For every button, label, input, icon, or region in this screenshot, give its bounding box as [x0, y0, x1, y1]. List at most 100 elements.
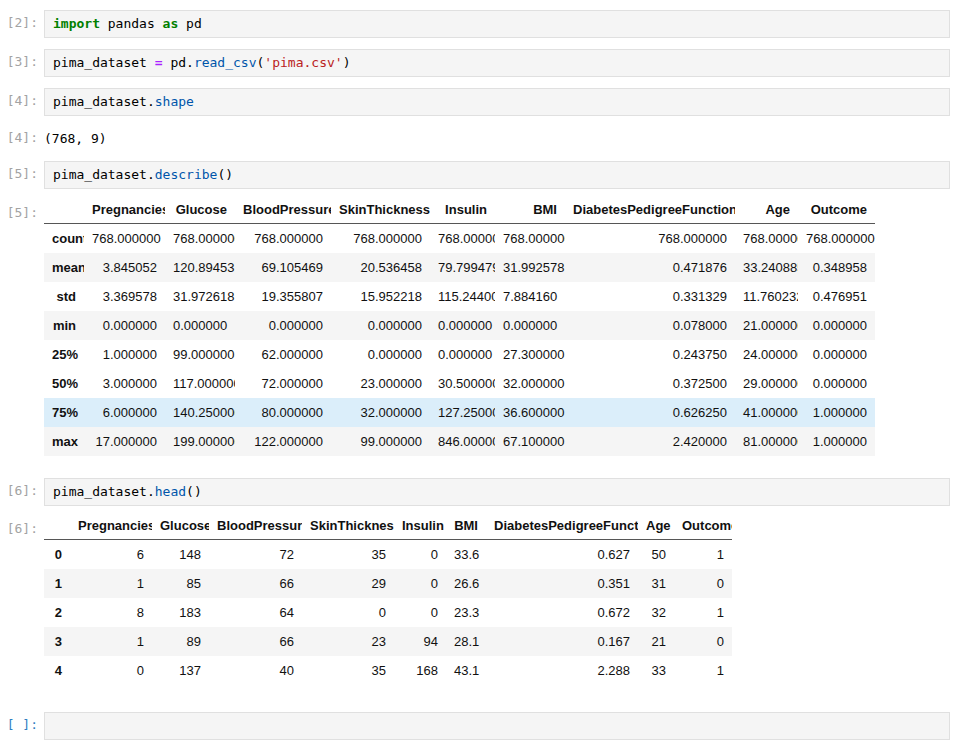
data-cell: 79.799479	[430, 253, 495, 282]
row-index: 4	[44, 656, 70, 685]
data-cell: 846.000000	[430, 427, 495, 456]
data-cell: 41.000000	[735, 398, 798, 427]
table-row: 50%3.000000117.00000072.00000023.0000003…	[44, 369, 875, 398]
data-cell: 80.000000	[235, 398, 331, 427]
column-header: Insulin	[430, 198, 495, 224]
data-cell: 183	[152, 598, 209, 627]
column-header: Pregnancies	[84, 198, 165, 224]
data-cell: 0	[394, 540, 446, 570]
data-cell: 11.760232	[735, 282, 798, 311]
row-index: count	[44, 224, 84, 254]
data-cell: 28.1	[446, 627, 486, 656]
data-cell: 115.244002	[430, 282, 495, 311]
column-header: BloodPressure	[209, 514, 302, 540]
data-cell: 137	[152, 656, 209, 685]
data-cell: 0.000000	[430, 311, 495, 340]
data-cell: 8	[70, 598, 152, 627]
row-index: max	[44, 427, 84, 456]
data-cell: 1.000000	[798, 398, 875, 427]
data-cell: 0.000000	[235, 311, 331, 340]
data-cell: 0.348958	[798, 253, 875, 282]
data-cell: 0.000000	[798, 311, 875, 340]
data-cell: 6	[70, 540, 152, 570]
table-row: 40137403516843.12.288331	[44, 656, 732, 685]
code-token-fn: head	[155, 484, 186, 499]
data-cell: 66	[209, 627, 302, 656]
data-cell: 72.000000	[235, 369, 331, 398]
code-token-fn: describe	[155, 167, 218, 182]
empty-code-input[interactable]	[44, 712, 950, 740]
data-cell: 0	[394, 598, 446, 627]
data-cell: 0.476951	[798, 282, 875, 311]
code-input[interactable]: pima_dataset.head()	[44, 478, 950, 506]
code-token-fn: read_csv	[194, 55, 257, 70]
row-index: 50%	[44, 369, 84, 398]
data-cell: 2.288	[486, 656, 638, 685]
code-token-op: =	[155, 55, 163, 70]
data-cell: 24.000000	[735, 340, 798, 369]
data-cell: 35	[302, 656, 394, 685]
data-cell: 168	[394, 656, 446, 685]
code-cell-3: [3]: pima_dataset = pd.read_csv('pima.cs…	[0, 49, 961, 77]
code-cell-2: [2]: import pandas as pd	[0, 10, 961, 38]
data-cell: 72	[209, 540, 302, 570]
data-cell: 0	[674, 569, 732, 598]
code-cell-6: [6]: pima_dataset.head()	[0, 478, 961, 506]
code-input[interactable]: pima_dataset.describe()	[44, 161, 950, 189]
data-cell: 32.000000	[495, 369, 565, 398]
code-token-kw: as	[163, 16, 179, 31]
data-cell: 29.000000	[735, 369, 798, 398]
table-row: 25%1.00000099.00000062.0000000.0000000.0…	[44, 340, 875, 369]
data-cell: 40	[209, 656, 302, 685]
table-row: std3.36957831.97261819.35580715.95221811…	[44, 282, 875, 311]
data-cell: 768.000000	[565, 224, 735, 254]
table-row: 11856629026.60.351310	[44, 569, 732, 598]
column-header: Insulin	[394, 514, 446, 540]
dataframe-container: PregnanciesGlucoseBloodPressureSkinThick…	[44, 198, 875, 456]
column-header: Outcome	[674, 514, 732, 540]
data-cell: 27.300000	[495, 340, 565, 369]
data-cell: 768.000000	[165, 224, 235, 254]
data-cell: 0.471876	[565, 253, 735, 282]
data-cell: 20.536458	[331, 253, 430, 282]
code-input[interactable]: import pandas as pd	[44, 10, 950, 38]
code-token-pl: )	[343, 55, 351, 70]
data-cell: 768.000000	[735, 224, 798, 254]
input-prompt: [5]:	[0, 161, 44, 181]
data-cell: 3.000000	[84, 369, 165, 398]
table-row: 75%6.000000140.25000080.00000032.0000001…	[44, 398, 875, 427]
data-cell: 0	[674, 627, 732, 656]
data-cell: 35	[302, 540, 394, 570]
corner-cell	[44, 198, 84, 224]
data-cell: 0.000000	[495, 311, 565, 340]
data-cell: 120.894531	[165, 253, 235, 282]
data-cell: 0	[394, 569, 446, 598]
data-cell: 33.240885	[735, 253, 798, 282]
data-cell: 31	[638, 569, 674, 598]
data-cell: 768.000000	[430, 224, 495, 254]
output-prompt: [5]:	[0, 198, 44, 220]
data-cell: 3.845052	[84, 253, 165, 282]
code-input[interactable]: pima_dataset = pd.read_csv('pima.csv')	[44, 49, 950, 77]
data-cell: 1	[70, 627, 152, 656]
table-row: count768.000000768.000000768.000000768.0…	[44, 224, 875, 254]
output-area-shape: [4]: (768, 9)	[0, 125, 961, 148]
input-prompt: [4]:	[0, 88, 44, 108]
data-cell: 768.000000	[331, 224, 430, 254]
column-header: SkinThickness	[331, 198, 430, 224]
code-input[interactable]: pima_dataset.shape	[44, 88, 950, 116]
data-cell: 140.250000	[165, 398, 235, 427]
data-cell: 768.000000	[495, 224, 565, 254]
column-header: SkinThickness	[302, 514, 394, 540]
column-header: DiabetesPedigreeFunction	[565, 198, 735, 224]
code-token-str: 'pima.csv'	[264, 55, 342, 70]
dataframe-container: PregnanciesGlucoseBloodPressureSkinThick…	[44, 514, 732, 685]
data-cell: 7.884160	[495, 282, 565, 311]
data-cell: 6.000000	[84, 398, 165, 427]
code-token-pl: pima_dataset	[53, 55, 155, 70]
header-row: PregnanciesGlucoseBloodPressureSkinThick…	[44, 198, 875, 224]
shape-output-text: (768, 9)	[44, 125, 961, 148]
data-cell: 117.000000	[165, 369, 235, 398]
data-cell: 1	[674, 656, 732, 685]
code-token-pl: pima_dataset.	[53, 94, 155, 109]
